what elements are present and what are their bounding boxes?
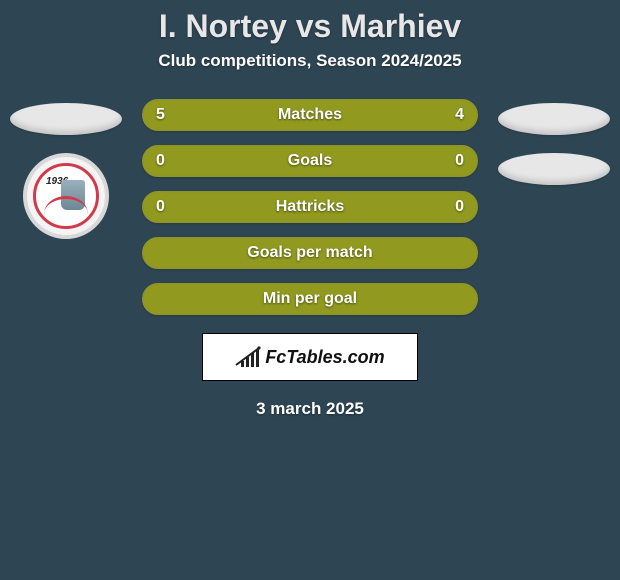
source-logo: FcTables.com xyxy=(202,333,418,381)
page-title: I. Nortey vs Marhiev xyxy=(0,0,620,51)
stat-label: Goals per match xyxy=(247,244,372,262)
player-right-avatar-placeholder xyxy=(498,103,610,135)
stat-right-value: 4 xyxy=(455,106,464,124)
stat-row-hattricks: 0 Hattricks 0 xyxy=(142,191,478,223)
stat-row-min-per-goal: Min per goal xyxy=(142,283,478,315)
page-subtitle: Club competitions, Season 2024/2025 xyxy=(0,51,620,71)
stat-label: Hattricks xyxy=(276,198,344,216)
stat-label: Goals xyxy=(288,152,332,170)
stat-left-value: 0 xyxy=(156,152,165,170)
player-left-club-badge: 1936 xyxy=(23,153,109,239)
comparison-area: 1936 5 Matches 4 0 Goals 0 0 Hattricks 0… xyxy=(0,99,620,315)
stat-row-goals: 0 Goals 0 xyxy=(142,145,478,177)
stat-row-matches: 5 Matches 4 xyxy=(142,99,478,131)
logo-text: FcTables.com xyxy=(265,347,384,368)
stat-left-value: 0 xyxy=(156,198,165,216)
right-player-col xyxy=(496,99,612,185)
stat-label: Matches xyxy=(278,106,342,124)
barchart-bars-icon xyxy=(241,347,259,367)
stat-left-value: 5 xyxy=(156,106,165,124)
player-left-avatar-placeholder xyxy=(10,103,122,135)
left-player-col: 1936 xyxy=(8,99,124,239)
stat-row-goals-per-match: Goals per match xyxy=(142,237,478,269)
stat-right-value: 0 xyxy=(455,198,464,216)
generation-date: 3 march 2025 xyxy=(0,399,620,419)
stat-right-value: 0 xyxy=(455,152,464,170)
stat-label: Min per goal xyxy=(263,290,357,308)
player-right-club-placeholder xyxy=(498,153,610,185)
stat-bars: 5 Matches 4 0 Goals 0 0 Hattricks 0 Goal… xyxy=(142,99,478,315)
